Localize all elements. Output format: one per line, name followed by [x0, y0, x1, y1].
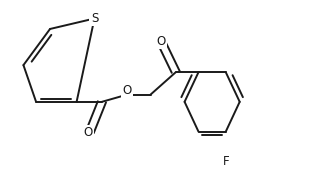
Text: O: O [156, 35, 165, 48]
Text: F: F [222, 155, 229, 168]
Text: O: O [123, 84, 132, 97]
Text: S: S [91, 12, 98, 25]
Text: O: O [83, 126, 93, 139]
